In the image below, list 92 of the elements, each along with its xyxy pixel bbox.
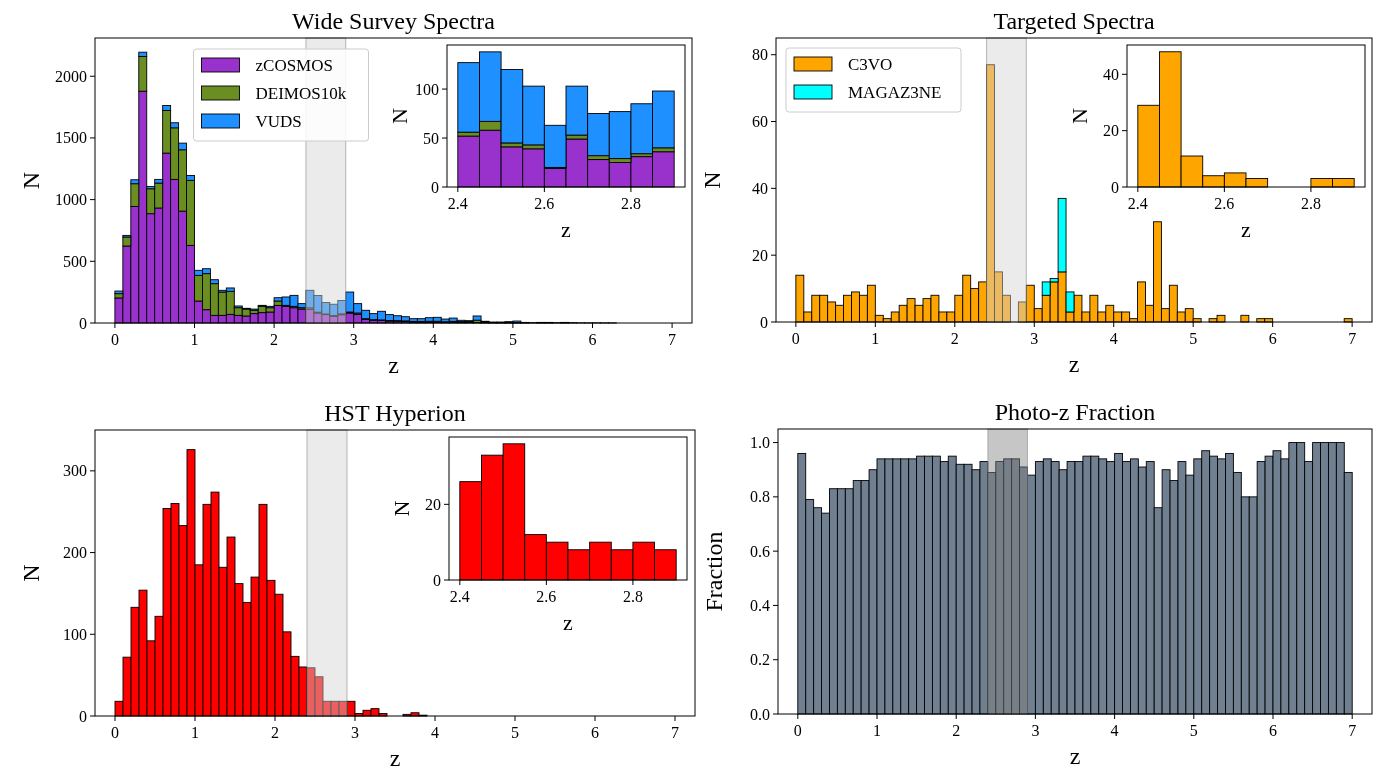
y-tick-label: 20 [752,246,768,264]
x-tick-label: 2.4 [1127,195,1148,212]
x-tick-label: 2.6 [534,195,555,212]
y-tick-label: 500 [63,252,87,270]
x-axis-title: z [389,745,401,771]
x-tick-label: 2.6 [536,588,557,605]
y-tick-label: 1000 [55,191,87,209]
x-tick-label: 2 [270,331,279,348]
x-tick-label: 2.4 [447,195,468,212]
x-tick-label: 4 [1110,722,1119,739]
y-tick-label: 1500 [55,129,87,147]
x-tick-label: 6 [1268,330,1277,347]
x-tick-label: 5 [1189,722,1198,739]
x-tick-label: 7 [1348,330,1357,347]
x-tick-label: 3 [1031,722,1040,739]
x-tick-label: 0 [791,330,800,347]
y-tick-label: 300 [63,462,87,480]
x-tick-label: 6 [591,724,599,741]
x-tick-label: 1 [873,722,881,739]
x-tick-label: 7 [671,724,679,741]
chart-title: HST Hyperion [324,400,466,426]
x-tick-label: 4 [429,331,438,348]
x-axis-title: z [1068,351,1080,377]
x-tick-label: 4 [1109,330,1118,347]
y-tick-label: 0.6 [750,542,770,560]
x-tick-label: 1 [191,724,199,741]
x-tick-label: 7 [668,331,677,348]
x-axis-title: z [1069,743,1081,769]
x-tick-label: 3 [1030,330,1039,347]
x-tick-label: 0 [111,724,119,741]
x-axis-title: z [1241,217,1252,242]
y-tick-label: 0 [79,314,87,332]
y-axis-title: N [18,171,44,190]
legend-label: MAGAZ3NE [848,83,942,102]
x-tick-label: 4 [431,724,439,741]
y-tick-label: 0 [760,313,768,331]
y-tick-label: 0.2 [750,651,770,669]
legend-label: VUDS [255,112,302,131]
y-tick-label: 80 [752,46,768,64]
y-tick-label: 0.8 [750,488,770,506]
legend-label: C3VO [848,55,893,74]
y-tick-label: 50 [423,129,439,147]
y-axis-title: N [699,171,725,189]
y-tick-label: 0 [433,571,441,589]
x-tick-label: 5 [511,724,519,741]
x-tick-label: 2.8 [622,588,643,605]
chart-title: Photo-z Fraction [994,399,1156,425]
x-tick-label: 6 [588,331,597,348]
y-tick-label: 100 [63,625,87,643]
legend-label: DEIMOS10k [255,84,347,103]
y-tick-label: 0 [431,178,439,196]
x-tick-label: 2 [950,330,959,347]
x-tick-label: 5 [508,331,517,348]
x-tick-label: 7 [1348,722,1357,739]
y-tick-label: 0 [1111,178,1119,196]
y-tick-label: 0 [79,707,87,725]
y-tick-label: 40 [752,179,768,197]
x-tick-label: 2 [271,724,279,741]
y-tick-label: 0.4 [750,596,770,614]
x-tick-label: 2.6 [1214,195,1235,212]
x-tick-label: 0 [110,331,119,348]
y-tick-label: 60 [752,113,768,131]
x-tick-label: 6 [1269,722,1277,739]
y-tick-label: 0.0 [750,705,770,723]
y-tick-label: 1.0 [750,434,770,452]
x-tick-label: 0 [793,722,802,739]
y-tick-label: 100 [415,80,439,98]
y-tick-label: 200 [63,544,87,562]
x-tick-label: 1 [190,331,199,348]
y-axis-title: N [18,564,44,582]
x-tick-label: 1 [871,330,880,347]
chart-title: Targeted Spectra [993,8,1155,34]
chart-title: Wide Survey Spectra [292,8,496,34]
y-axis-title: N [389,500,414,517]
x-tick-label: 2.4 [449,588,470,605]
y-tick-label: 20 [425,495,441,513]
y-axis-title: Fraction [701,531,727,612]
legend-label: zCOSMOS [255,56,333,75]
x-axis-title: z [388,352,399,378]
x-tick-label: 3 [351,724,359,741]
x-tick-label: 3 [349,331,358,348]
x-tick-label: 2.8 [1300,195,1321,212]
x-axis-title: z [561,217,572,242]
y-tick-label: 2000 [55,67,87,85]
x-tick-label: 5 [1189,330,1198,347]
x-tick-label: 2.8 [620,195,641,212]
x-tick-label: 2 [952,722,961,739]
y-axis-title: N [387,107,412,124]
y-tick-label: 20 [1103,122,1119,140]
y-tick-label: 40 [1103,65,1119,83]
x-axis-title: z [563,610,574,635]
y-axis-title: N [1067,107,1092,124]
